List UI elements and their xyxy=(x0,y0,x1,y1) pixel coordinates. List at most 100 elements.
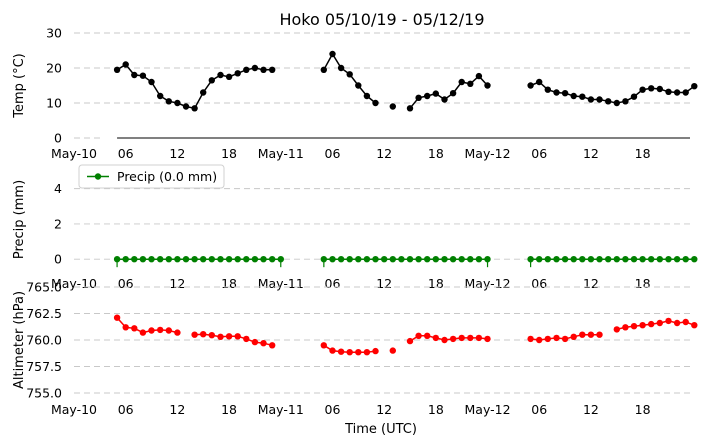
altimeter-data-point xyxy=(131,325,138,332)
altimeter-data-point xyxy=(691,322,698,329)
precip-data-point xyxy=(691,256,698,263)
temp-x-tick-label: May-11 xyxy=(258,146,304,161)
temp-panel: 0 10 20 30 Temp (°C) May-10 06 12 18 May-11 06 12 18… xyxy=(12,26,698,161)
temp-series-line xyxy=(409,75,489,109)
temp-x-tick-label: 06 xyxy=(118,146,134,161)
temp-data-point xyxy=(622,98,629,105)
altimeter-data-point xyxy=(432,334,439,342)
temp-x-tick-label: 12 xyxy=(583,146,599,161)
precip-data-point xyxy=(113,256,121,263)
temp-data-point xyxy=(467,80,474,88)
precip-data-point xyxy=(157,256,164,263)
altimeter-x-tick-label: 06 xyxy=(325,402,341,417)
altimeter-data-point xyxy=(406,337,414,345)
temp-data-point xyxy=(139,72,147,79)
precip-data-point xyxy=(191,256,198,263)
precip-x-tick-label: 18 xyxy=(635,276,651,291)
precip-data-point xyxy=(605,256,612,263)
precip-data-point xyxy=(441,256,448,263)
temp-y-tick-label: 10 xyxy=(46,96,62,111)
temp-data-point xyxy=(406,105,414,112)
altimeter-x-tick-label: 18 xyxy=(221,402,237,417)
temp-data-point xyxy=(449,90,457,97)
precip-data-point xyxy=(277,256,284,263)
precip-data-point xyxy=(648,256,655,263)
precip-data-point xyxy=(484,256,491,263)
temp-y-tick-label: 20 xyxy=(46,61,62,76)
altimeter-data-point xyxy=(208,332,215,339)
temp-data-point xyxy=(536,78,543,86)
precip-data-point xyxy=(251,256,259,263)
altimeter-series-line xyxy=(409,335,488,342)
temp-data-point xyxy=(320,66,327,74)
precip-x-tick-label: 12 xyxy=(169,276,185,291)
temp-data-point xyxy=(200,89,207,96)
precip-data-point xyxy=(337,256,345,263)
altimeter-data-point xyxy=(665,317,672,325)
temp-data-point xyxy=(415,94,422,102)
altimeter-data-point xyxy=(424,332,431,339)
temp-data-point xyxy=(225,73,233,81)
precip-y-tick-label: 0 xyxy=(54,252,62,267)
temp-data-point xyxy=(174,99,181,107)
precip-data-point xyxy=(665,256,672,263)
altimeter-data-point xyxy=(363,349,371,356)
altimeter-data-point xyxy=(269,342,276,349)
altimeter-x-tick-label: 12 xyxy=(376,402,392,417)
altimeter-x-tick-label: 12 xyxy=(169,402,185,417)
altimeter-data-point xyxy=(355,349,362,356)
precip-data-point xyxy=(553,256,560,263)
altimeter-series-line xyxy=(616,320,695,331)
precip-x-tick-label: 06 xyxy=(531,276,547,291)
precip-y-axis-label: Precip (mm) xyxy=(12,180,27,259)
temp-data-point xyxy=(157,92,164,100)
temp-data-point xyxy=(337,64,345,72)
legend-marker-sample xyxy=(94,173,102,180)
altimeter-data-point xyxy=(587,331,595,338)
altimeter-data-point xyxy=(372,347,379,355)
precip-data-point xyxy=(561,256,569,263)
altimeter-data-point xyxy=(467,334,474,342)
altimeter-data-point xyxy=(648,320,655,328)
temp-data-point xyxy=(346,71,353,78)
precip-data-point xyxy=(467,256,474,263)
altimeter-y-tick-label: 760.0 xyxy=(26,333,62,348)
temp-x-tick-label: 18 xyxy=(221,146,237,161)
altimeter-data-point xyxy=(458,334,465,342)
temp-y-tick-label: 30 xyxy=(46,26,62,41)
temp-data-point xyxy=(613,99,620,107)
precip-data-point xyxy=(320,256,327,263)
temp-data-point xyxy=(458,78,465,86)
precip-data-point xyxy=(406,256,414,263)
temp-data-point xyxy=(648,85,655,92)
altimeter-data-point xyxy=(234,333,241,340)
precip-data-point xyxy=(673,256,681,263)
precip-data-point xyxy=(372,256,379,263)
altimeter-y-tick-label: 762.5 xyxy=(26,306,62,321)
altimeter-data-point xyxy=(613,326,620,333)
altimeter-data-point xyxy=(536,336,543,344)
altimeter-x-tick-label: 06 xyxy=(531,402,547,417)
temp-data-point xyxy=(260,66,267,74)
altimeter-data-point xyxy=(527,335,534,343)
precip-data-point xyxy=(613,256,620,263)
precip-data-point xyxy=(346,256,353,263)
temp-data-point xyxy=(148,78,155,86)
altimeter-y-tick-label: 755.0 xyxy=(26,386,62,401)
precip-data-point xyxy=(458,256,465,263)
altimeter-data-point xyxy=(389,347,396,354)
precip-data-point xyxy=(622,256,629,263)
temp-data-point xyxy=(570,92,577,100)
altimeter-data-point xyxy=(320,342,327,349)
precip-x-tick-label: 18 xyxy=(428,276,444,291)
altimeter-data-point xyxy=(251,338,259,346)
altimeter-x-tick-label: May-10 xyxy=(51,402,97,417)
precip-data-point xyxy=(389,256,396,263)
temp-data-point xyxy=(561,90,569,97)
precip-x-tick-label: 12 xyxy=(583,276,599,291)
altimeter-series-line xyxy=(194,333,273,347)
altimeter-data-point xyxy=(217,333,224,340)
precip-data-point xyxy=(148,256,155,263)
